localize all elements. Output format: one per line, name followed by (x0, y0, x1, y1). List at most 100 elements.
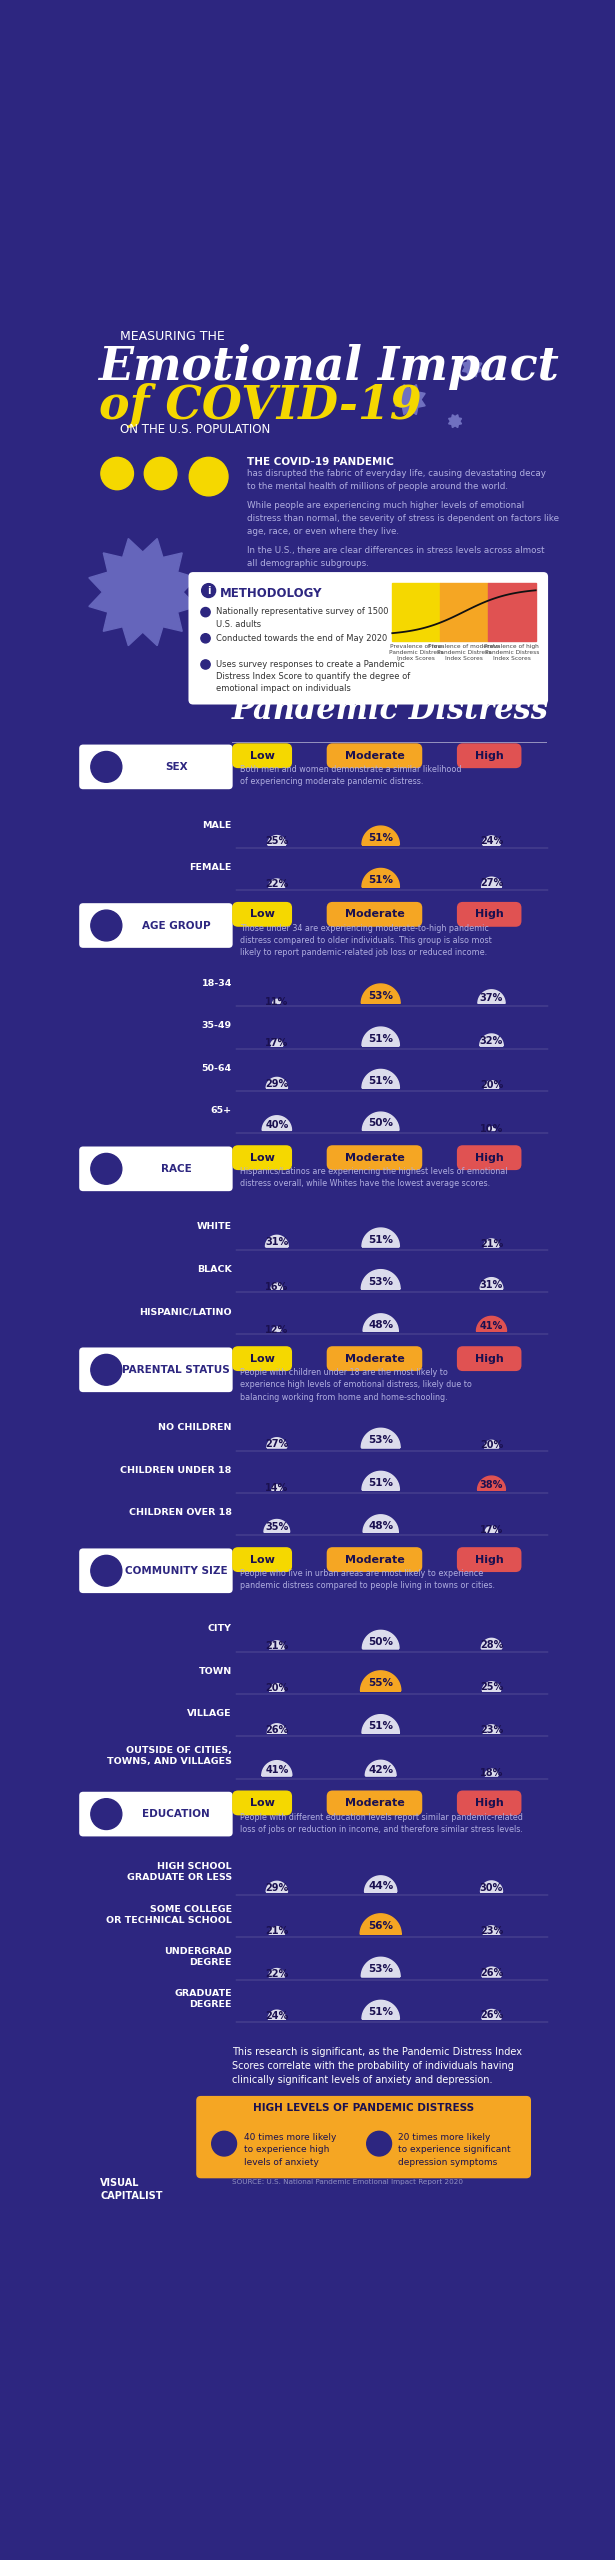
FancyBboxPatch shape (327, 1347, 423, 1372)
Text: While people are experiencing much higher levels of emotional
distress than norm: While people are experiencing much highe… (247, 502, 560, 535)
Polygon shape (360, 1915, 401, 1935)
Text: COMMUNITY SIZE: COMMUNITY SIZE (125, 1567, 228, 1577)
Text: This research is significant, as the Pandemic Distress Index
Scores correlate wi: This research is significant, as the Pan… (232, 2045, 522, 2086)
Text: Low: Low (250, 909, 274, 919)
Text: HISPANIC/LATINO: HISPANIC/LATINO (139, 1308, 232, 1316)
Text: GRADUATE
DEGREE: GRADUATE DEGREE (174, 1989, 232, 2010)
Text: 35%: 35% (265, 1523, 288, 1533)
Text: 21%: 21% (265, 1925, 288, 1935)
Circle shape (201, 635, 210, 643)
Text: 38%: 38% (480, 1480, 503, 1490)
Polygon shape (483, 1725, 500, 1733)
Polygon shape (363, 1313, 399, 1331)
Text: High: High (475, 1797, 504, 1807)
Text: 18-34: 18-34 (202, 978, 232, 988)
Text: Moderate: Moderate (344, 1354, 404, 1364)
Text: Uses survey responses to create a Pandemic
Distress Index Score to quantify the : Uses survey responses to create a Pandem… (216, 660, 411, 694)
Text: 30%: 30% (480, 1882, 503, 1892)
Text: MEASURING THE: MEASURING THE (119, 330, 224, 343)
Text: Low: Low (250, 1152, 274, 1162)
Polygon shape (395, 384, 425, 415)
FancyBboxPatch shape (457, 1789, 522, 1815)
Polygon shape (484, 1239, 499, 1247)
Polygon shape (269, 1928, 285, 1935)
Circle shape (189, 458, 228, 497)
FancyBboxPatch shape (232, 1546, 292, 1572)
Polygon shape (480, 1882, 502, 1892)
Text: Pandemic Distress: Pandemic Distress (232, 696, 549, 727)
FancyBboxPatch shape (457, 1347, 522, 1372)
Text: Prevalence of high
Pandemic Distress
Index Scores: Prevalence of high Pandemic Distress Ind… (485, 643, 539, 660)
Bar (440, 584, 488, 640)
Text: SOURCE: U.S. National Pandemic Emotional Impact Report 2020: SOURCE: U.S. National Pandemic Emotional… (232, 2179, 463, 2184)
Text: 55%: 55% (368, 1679, 393, 1687)
Polygon shape (482, 1638, 502, 1649)
Circle shape (91, 1556, 122, 1587)
Polygon shape (362, 1631, 399, 1649)
Polygon shape (362, 1472, 399, 1490)
Polygon shape (478, 1477, 506, 1490)
Text: 42%: 42% (368, 1764, 393, 1774)
Polygon shape (482, 1682, 501, 1692)
Circle shape (145, 458, 177, 489)
Text: WHITE: WHITE (197, 1224, 232, 1231)
Circle shape (106, 556, 180, 630)
FancyBboxPatch shape (79, 1147, 232, 1190)
Text: Hispanics/Latinos are experiencing the highest levels of emotional
distress over: Hispanics/Latinos are experiencing the h… (240, 1167, 507, 1188)
Polygon shape (361, 1958, 400, 1976)
Circle shape (201, 607, 210, 617)
Text: 31%: 31% (265, 1236, 288, 1247)
Polygon shape (89, 538, 197, 645)
Polygon shape (271, 1039, 283, 1044)
Text: i: i (207, 586, 210, 596)
Circle shape (451, 417, 459, 425)
Bar (488, 584, 536, 640)
Polygon shape (482, 878, 501, 886)
Polygon shape (361, 983, 400, 1004)
Text: 17%: 17% (265, 1039, 288, 1047)
FancyBboxPatch shape (232, 1347, 292, 1372)
Text: 26%: 26% (480, 1969, 503, 1979)
Text: People who live in urban areas are most likely to experience
pandemic distress c: People who live in urban areas are most … (240, 1569, 494, 1590)
Text: 23%: 23% (480, 1725, 503, 1736)
Text: AGE GROUP: AGE GROUP (142, 922, 210, 929)
Text: High: High (475, 1152, 504, 1162)
Text: MALE: MALE (202, 822, 232, 829)
Polygon shape (484, 1080, 499, 1088)
Text: of COVID-19: of COVID-19 (98, 381, 421, 428)
Text: 10%: 10% (480, 1124, 503, 1134)
Text: Both men and women demonstrate a similar likelihood
of experiencing moderate pan: Both men and women demonstrate a similar… (240, 765, 461, 786)
Polygon shape (480, 1277, 503, 1288)
Polygon shape (262, 1761, 292, 1777)
Text: 50%: 50% (368, 1119, 393, 1129)
Text: 27%: 27% (265, 1439, 288, 1449)
Polygon shape (483, 1925, 500, 1935)
Text: 48%: 48% (368, 1318, 393, 1329)
FancyBboxPatch shape (232, 901, 292, 927)
Text: High: High (475, 1554, 504, 1564)
Polygon shape (484, 1441, 499, 1446)
Polygon shape (268, 1723, 287, 1733)
Text: BLACK: BLACK (197, 1265, 232, 1275)
Circle shape (91, 1354, 122, 1385)
Text: 53%: 53% (368, 1964, 393, 1974)
Polygon shape (482, 2010, 501, 2020)
Text: 65+: 65+ (211, 1106, 232, 1116)
Circle shape (367, 2132, 392, 2156)
Polygon shape (448, 415, 461, 428)
Polygon shape (361, 1270, 400, 1288)
Text: PARENTAL STATUS: PARENTAL STATUS (122, 1364, 230, 1375)
FancyBboxPatch shape (188, 571, 548, 704)
Polygon shape (362, 1027, 399, 1044)
Text: RACE: RACE (161, 1165, 191, 1175)
Text: EDUCATION: EDUCATION (142, 1810, 210, 1820)
Circle shape (201, 660, 210, 668)
Polygon shape (361, 1428, 400, 1446)
FancyBboxPatch shape (327, 742, 423, 768)
Circle shape (202, 584, 216, 596)
Text: 25%: 25% (480, 1682, 503, 1692)
Text: 22%: 22% (265, 878, 288, 888)
Text: 50-64: 50-64 (202, 1065, 232, 1073)
Polygon shape (478, 991, 505, 1004)
Text: VILLAGE: VILLAGE (187, 1710, 232, 1718)
